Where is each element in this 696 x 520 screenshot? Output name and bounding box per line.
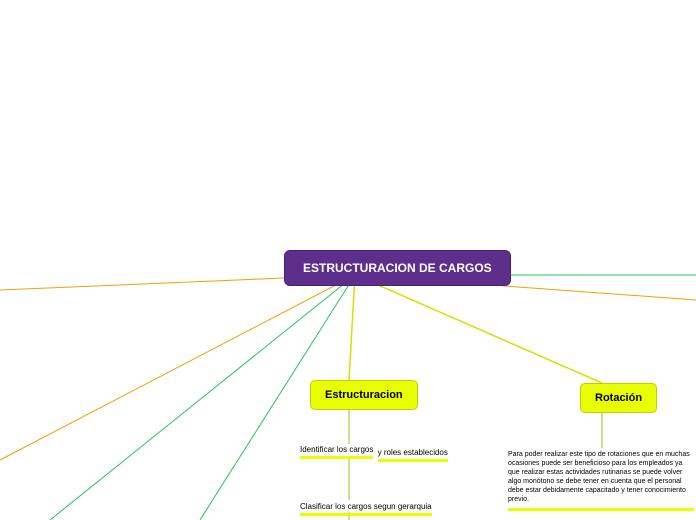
leaf-clasificar: Clasificar los cargos segun gerarquia (300, 502, 432, 516)
root-node[interactable]: ESTRUCTURACION DE CARGOS (284, 250, 511, 286)
leaf-rotacion-desc: Para poder realizar este tipo de rotacio… (508, 450, 694, 511)
node-rotacion[interactable]: Rotación (580, 383, 657, 413)
leaf-rotacion-desc-text: Para poder realizar este tipo de rotacio… (508, 450, 694, 505)
leaf-identificar-text-a: Identificar los cargos (300, 445, 373, 459)
node-estructuracion[interactable]: Estructuracion (310, 380, 418, 410)
leaf-clasificar-text: Clasificar los cargos segun gerarquia (300, 502, 432, 516)
leaf-identificar: Identificar los cargos y roles estableci… (300, 445, 448, 459)
leaf-rotacion-underline (508, 507, 694, 511)
leaf-identificar-text-b: y roles establecidos (378, 448, 448, 462)
